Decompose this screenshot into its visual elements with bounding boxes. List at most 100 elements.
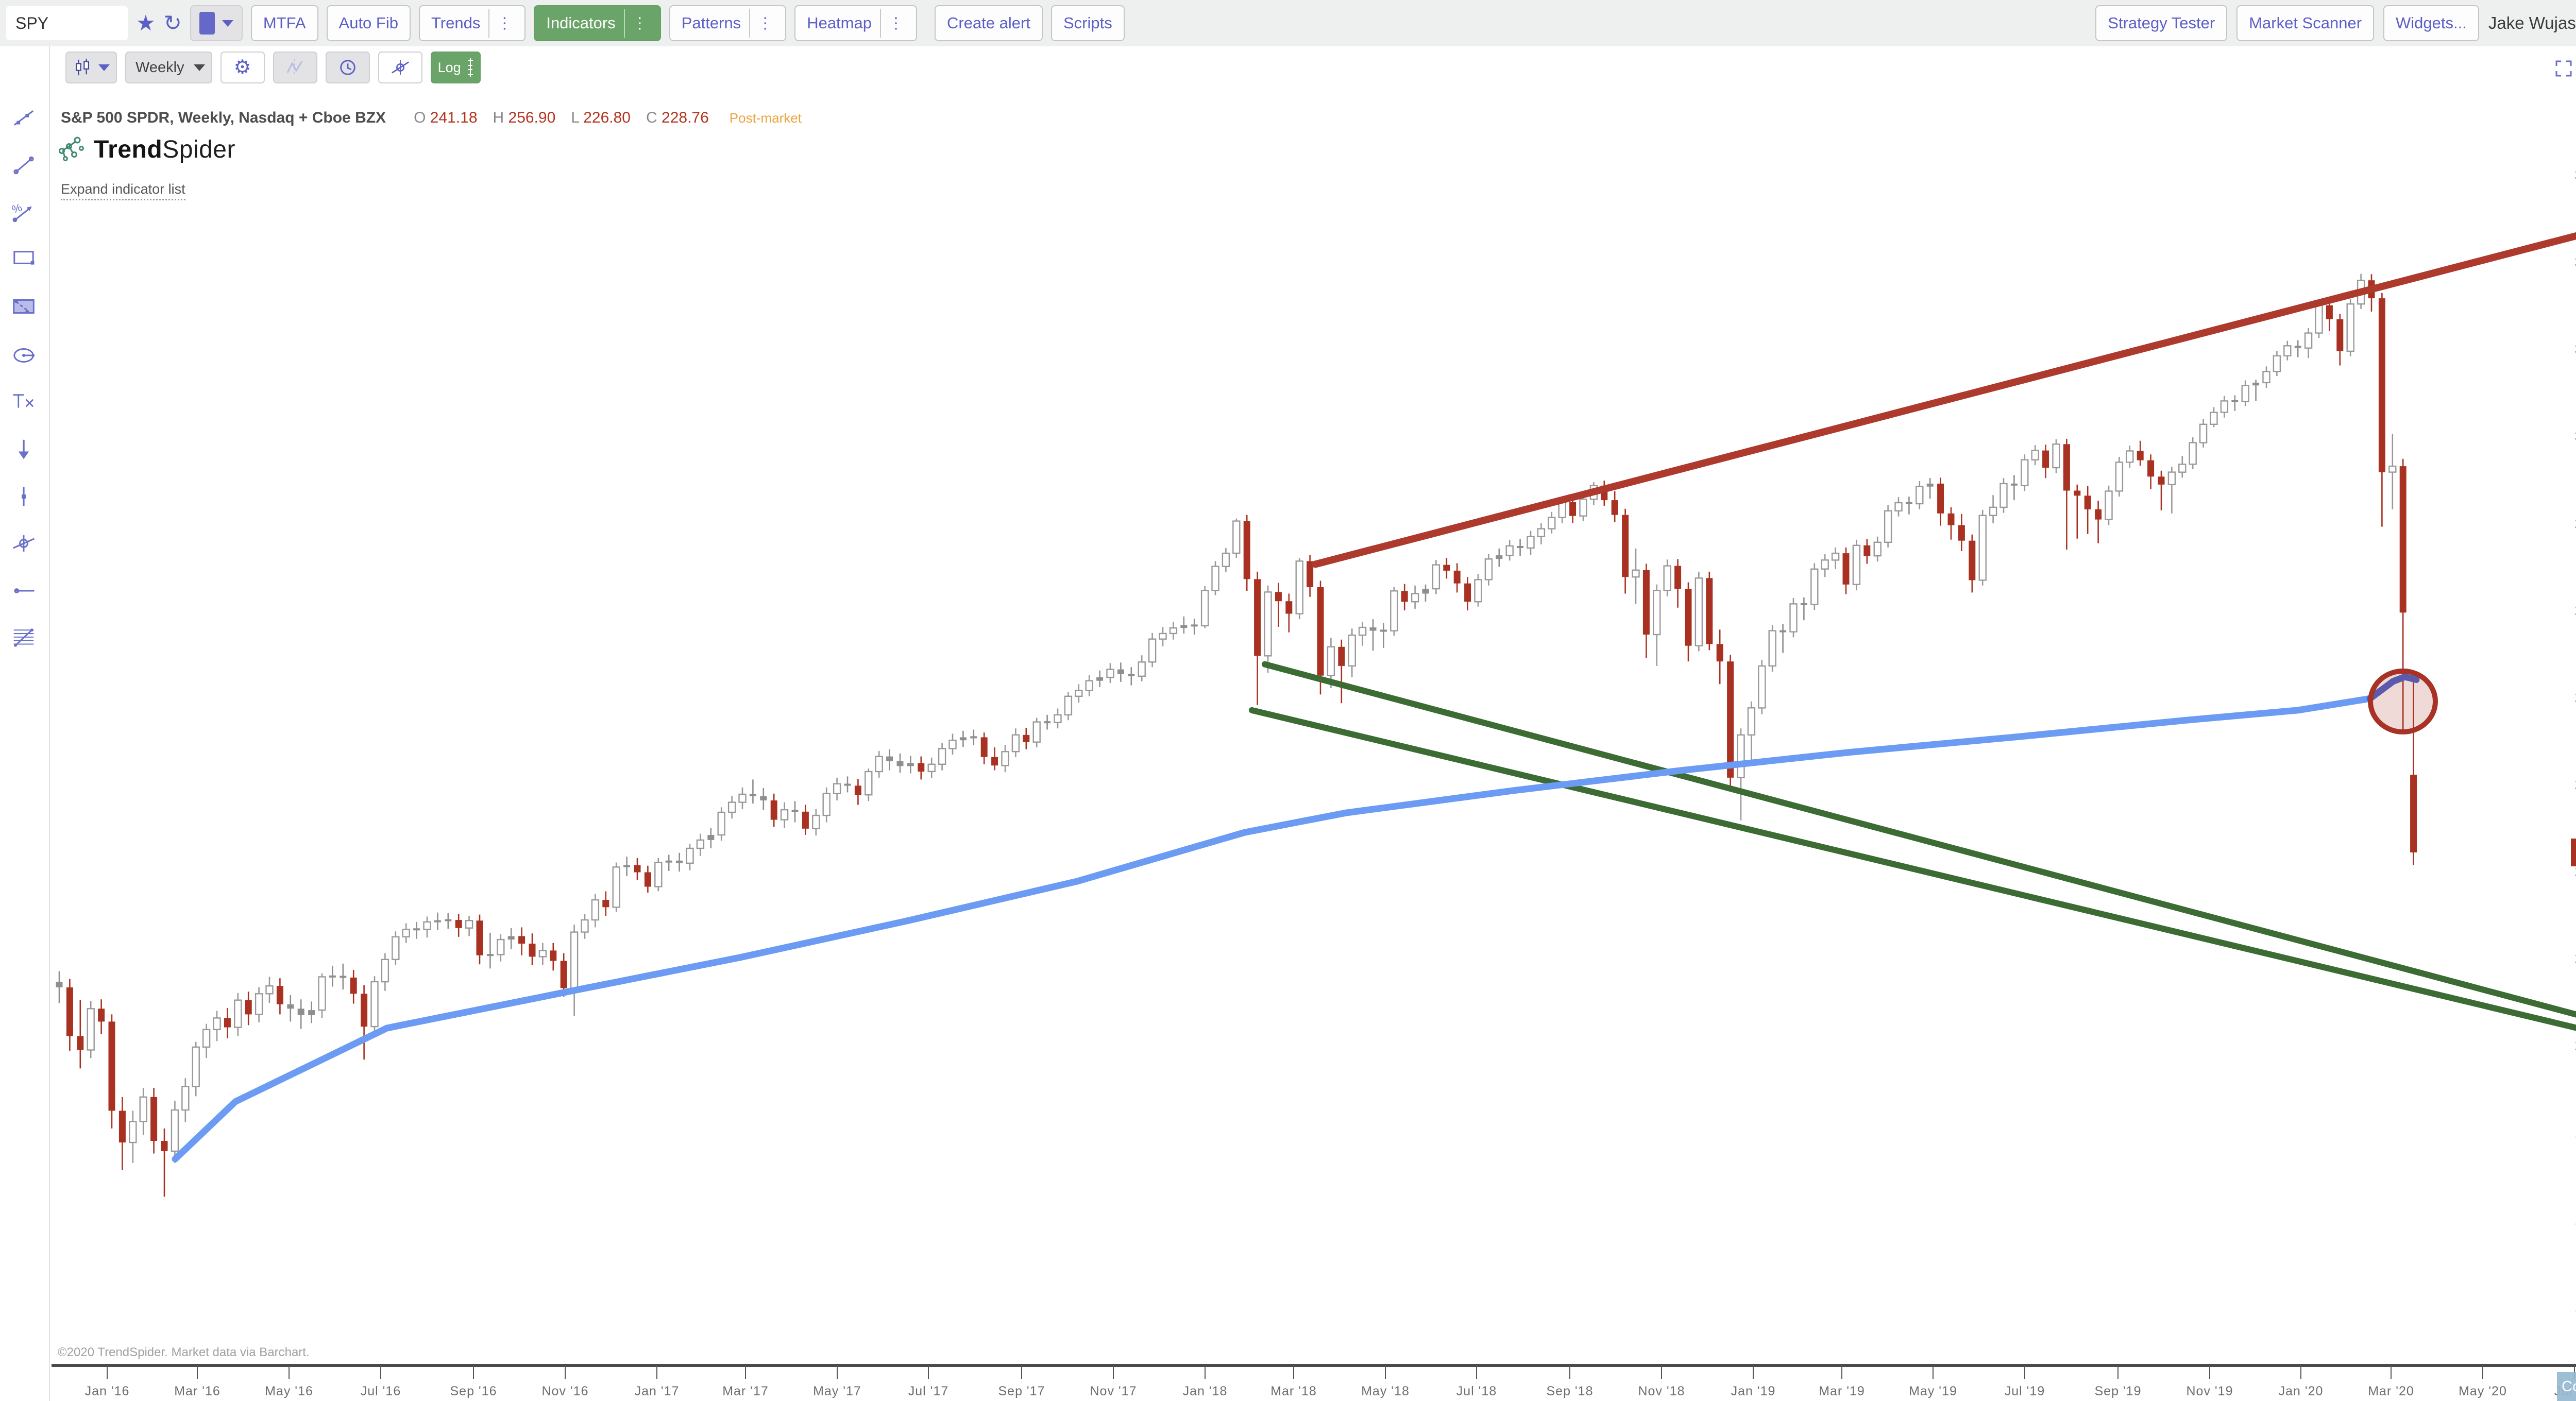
chart-style-button[interactable] xyxy=(190,5,243,41)
session-badge: Post-market xyxy=(729,110,802,126)
svg-text:189.04: 189.04 xyxy=(2574,1125,2576,1140)
drawing-tools: % xyxy=(0,46,49,664)
strategy-tester-button[interactable]: Strategy Tester xyxy=(2095,5,2228,41)
patterns-menu-dots-icon[interactable]: ⋮ xyxy=(749,9,774,38)
gear-icon: ⚙ xyxy=(233,57,251,78)
indicators-menu-dots-icon[interactable]: ⋮ xyxy=(623,9,649,38)
vertical-line-icon[interactable] xyxy=(11,484,37,509)
svg-text:200.58: 200.58 xyxy=(2574,1038,2576,1053)
scale-ruler-icon xyxy=(467,58,473,77)
chart-style-swatch-icon xyxy=(199,12,215,35)
chart-title: S&P 500 SPDR, Weekly, Nasdaq + Cboe BZX xyxy=(61,109,386,126)
svg-text:May '17: May '17 xyxy=(813,1384,861,1398)
trend-point-icon[interactable] xyxy=(11,531,37,556)
svg-text:178.17: 178.17 xyxy=(2574,1212,2576,1227)
svg-text:286.16: 286.16 xyxy=(2574,516,2576,531)
drawing-tools-sidebar xyxy=(0,46,50,1401)
contact-us-button[interactable]: Contact us xyxy=(2557,1372,2576,1401)
patterns-button[interactable]: Patterns ⋮ xyxy=(669,5,787,41)
svg-text:Nov '18: Nov '18 xyxy=(1638,1384,1685,1398)
fib-retracement-icon[interactable] xyxy=(11,625,37,651)
rectangle-icon[interactable] xyxy=(11,245,37,270)
svg-text:225.80: 225.80 xyxy=(2574,864,2576,879)
heatmap-menu-dots-icon[interactable]: ⋮ xyxy=(879,9,905,38)
svg-text:Mar '20: Mar '20 xyxy=(2368,1384,2414,1398)
y-axis: 362.64 341.79 322.14 303.61 286.16 269.70 254.… xyxy=(2574,167,2576,1314)
trendspider-logo-icon xyxy=(59,136,84,161)
highlight-circle[interactable] xyxy=(2368,668,2438,734)
svg-text:212.82: 212.82 xyxy=(2574,951,2576,966)
svg-text:May '16: May '16 xyxy=(265,1384,313,1398)
svg-text:Mar '18: Mar '18 xyxy=(1270,1384,1317,1398)
log-scale-toggle[interactable]: Log xyxy=(430,52,481,83)
replay-button[interactable] xyxy=(325,52,370,83)
svg-text:May '20: May '20 xyxy=(2459,1384,2507,1398)
chart-corner-actions xyxy=(2554,58,2576,79)
svg-text:167.93: 167.93 xyxy=(2574,1299,2576,1314)
svg-text:Mar '19: Mar '19 xyxy=(1819,1384,1865,1398)
scripts-button[interactable]: Scripts xyxy=(1050,5,1125,41)
copyright-text: ©2020 TrendSpider. Market data via Barch… xyxy=(58,1345,310,1359)
low-value: L 226.80 xyxy=(571,109,631,126)
horizontal-ray-icon[interactable] xyxy=(11,578,37,604)
svg-text:Jan '16: Jan '16 xyxy=(85,1384,130,1398)
expand-indicator-list-link[interactable]: Expand indicator list xyxy=(61,181,185,200)
svg-text:Mar '16: Mar '16 xyxy=(174,1384,221,1398)
svg-text:Jul '19: Jul '19 xyxy=(2005,1384,2045,1398)
chevron-down-icon xyxy=(98,64,110,71)
text-tool-icon[interactable] xyxy=(11,388,37,414)
svg-text:Nov '16: Nov '16 xyxy=(542,1384,589,1398)
auto-fib-button[interactable]: Auto Fib xyxy=(326,5,411,41)
symbol-input[interactable] xyxy=(6,6,128,40)
refresh-icon[interactable]: ↻ xyxy=(163,11,182,35)
chart-toolbar: Weekly ⚙ Log xyxy=(65,52,481,83)
descending-support-upper xyxy=(1262,661,2576,1018)
percent-trend-icon[interactable]: % xyxy=(11,199,37,225)
zigzag-tool-button[interactable] xyxy=(273,52,317,83)
chevron-down-icon xyxy=(193,64,205,71)
favorite-star-icon[interactable]: ★ xyxy=(136,11,156,35)
ma-line[interactable] xyxy=(172,673,2420,1163)
arrow-down-icon[interactable] xyxy=(11,436,37,462)
svg-text:341.79: 341.79 xyxy=(2574,254,2576,270)
ellipse-icon[interactable] xyxy=(11,343,37,368)
market-scanner-button[interactable]: Market Scanner xyxy=(2236,5,2375,41)
heatmap-button[interactable]: Heatmap ⋮ xyxy=(794,5,917,41)
svg-text:%: % xyxy=(11,201,24,216)
settings-button[interactable]: ⚙ xyxy=(220,52,265,83)
smart-drawing-button[interactable] xyxy=(378,52,422,83)
high-value: H 256.90 xyxy=(493,109,556,126)
widgets-button[interactable]: Widgets... xyxy=(2383,5,2479,41)
chevron-down-icon xyxy=(222,20,233,27)
svg-text:Jul '16: Jul '16 xyxy=(361,1384,401,1398)
svg-text:Sep '19: Sep '19 xyxy=(2094,1384,2141,1398)
chart-type-dropdown[interactable] xyxy=(65,52,117,83)
mtfa-button[interactable]: MTFA xyxy=(250,5,318,41)
svg-text:Sep '18: Sep '18 xyxy=(1546,1384,1593,1398)
ray-line-icon[interactable] xyxy=(11,152,37,178)
trends-button[interactable]: Trends ⋮ xyxy=(418,5,526,41)
create-alert-button[interactable]: Create alert xyxy=(934,5,1043,41)
svg-text:269.70: 269.70 xyxy=(2574,603,2576,618)
fullscreen-icon[interactable] xyxy=(2554,59,2573,78)
descending-support-lower xyxy=(1249,707,2576,1031)
clock-icon xyxy=(340,60,355,75)
trend-crosshair-icon xyxy=(391,60,409,75)
trends-menu-dots-icon[interactable]: ⋮ xyxy=(488,9,513,38)
zigzag-icon xyxy=(286,59,302,76)
svg-text:Nov '19: Nov '19 xyxy=(2187,1384,2233,1398)
close-value: C 228.76 xyxy=(646,109,709,126)
svg-text:Jan '19: Jan '19 xyxy=(1731,1384,1776,1398)
svg-text:May '18: May '18 xyxy=(1361,1384,1410,1398)
open-value: O 241.18 xyxy=(414,109,478,126)
svg-text:Jul '18: Jul '18 xyxy=(1456,1384,1497,1398)
trendlines[interactable] xyxy=(1249,226,2576,1037)
svg-text:Jan '20: Jan '20 xyxy=(2279,1384,2324,1398)
timeframe-dropdown[interactable]: Weekly xyxy=(125,52,212,83)
indicators-button[interactable]: Indicators ⋮ xyxy=(534,5,661,41)
trend-line-icon[interactable] xyxy=(11,105,37,131)
svg-text:Sep '16: Sep '16 xyxy=(450,1384,497,1398)
highlighted-area-icon[interactable] xyxy=(11,294,37,319)
candlestick-type-icon xyxy=(75,58,90,76)
